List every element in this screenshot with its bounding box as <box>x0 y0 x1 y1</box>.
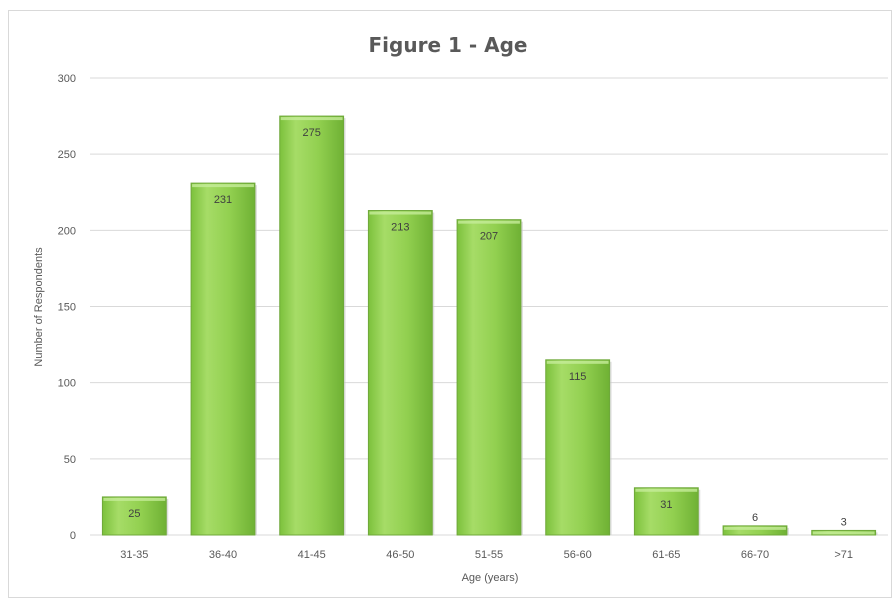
x-axis-ticks: 31-35 36-40 41-45 46-50 51-55 56-60 61-65 66-70… <box>120 549 853 561</box>
bar-data-label: 3 <box>841 516 847 528</box>
bar-highlight <box>813 531 875 534</box>
y-axis-title: Number of Respondents <box>33 247 45 367</box>
x-axis-title: Age (years) <box>462 572 519 584</box>
bar <box>368 211 432 535</box>
bars: 25 231 275 213 207 115 31 6 3 <box>102 116 877 535</box>
bar-data-label: 207 <box>480 231 498 243</box>
bar-data-label: 6 <box>752 512 758 524</box>
bar-data-label: 25 <box>128 508 140 520</box>
y-tick-label: 0 <box>70 530 76 542</box>
bar-data-label: 213 <box>391 222 409 234</box>
bar-highlight <box>103 498 165 501</box>
y-tick-label: 250 <box>58 149 76 161</box>
bar <box>634 488 698 535</box>
bar <box>546 360 610 535</box>
y-tick-label: 50 <box>64 454 76 466</box>
bar-highlight <box>192 184 254 187</box>
x-tick-label: >71 <box>834 549 853 561</box>
bar-highlight <box>724 527 786 530</box>
y-tick-label: 150 <box>58 302 76 314</box>
bar-highlight <box>458 221 520 224</box>
bar-data-label: 275 <box>302 127 320 139</box>
y-tick-label: 300 <box>58 73 76 85</box>
bar-data-label: 231 <box>214 194 232 206</box>
bar <box>457 220 521 535</box>
x-tick-label: 56-60 <box>564 549 592 561</box>
bar-data-label: 115 <box>569 371 587 383</box>
x-tick-label: 31-35 <box>120 549 148 561</box>
bar-highlight <box>369 212 431 215</box>
bar <box>280 116 344 535</box>
y-tick-label: 100 <box>58 378 76 390</box>
y-axis-ticks: 0 50 100 150 200 250 300 <box>58 73 76 542</box>
bar <box>191 183 255 535</box>
x-tick-label: 51-55 <box>475 549 503 561</box>
bar-highlight <box>547 361 609 364</box>
x-tick-label: 41-45 <box>298 549 326 561</box>
bar-data-label: 31 <box>660 499 672 511</box>
x-tick-label: 66-70 <box>741 549 769 561</box>
x-tick-label: 36-40 <box>209 549 237 561</box>
bar-highlight <box>281 117 343 120</box>
x-tick-label: 46-50 <box>386 549 414 561</box>
y-tick-label: 200 <box>58 225 76 237</box>
x-tick-label: 61-65 <box>652 549 680 561</box>
bar-highlight <box>635 489 697 492</box>
